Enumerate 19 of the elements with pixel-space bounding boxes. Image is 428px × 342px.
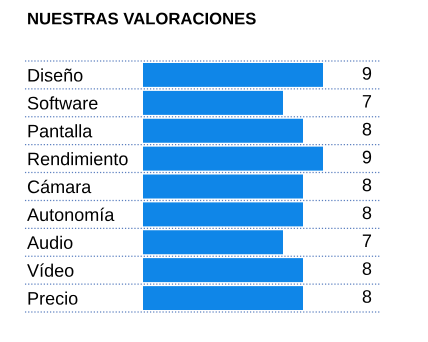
data-label: 8: [362, 262, 372, 276]
data-label: 8: [362, 206, 372, 220]
data-label: 8: [362, 122, 372, 136]
y-tick-label: Autonomía: [27, 208, 114, 222]
y-tick-label: Software: [28, 96, 98, 110]
data-label: 7: [362, 234, 372, 247]
y-tick-label: Vídeo: [27, 263, 74, 277]
y-tick-label: Diseño: [28, 68, 82, 82]
data-label: 8: [362, 178, 372, 192]
y-tick-label: Audio: [27, 236, 72, 249]
chart-title: NUESTRAS VALORACIONES: [28, 12, 256, 24]
data-label: 9: [362, 67, 372, 80]
data-label: 8: [362, 290, 372, 303]
data-label: 7: [362, 95, 372, 108]
y-tick-label: Cámara: [28, 180, 92, 194]
y-tick-label: Pantalla: [28, 124, 92, 138]
data-label: 9: [362, 150, 372, 164]
y-tick-label: Rendimiento: [28, 152, 128, 166]
y-tick-label: Precio: [28, 292, 78, 305]
